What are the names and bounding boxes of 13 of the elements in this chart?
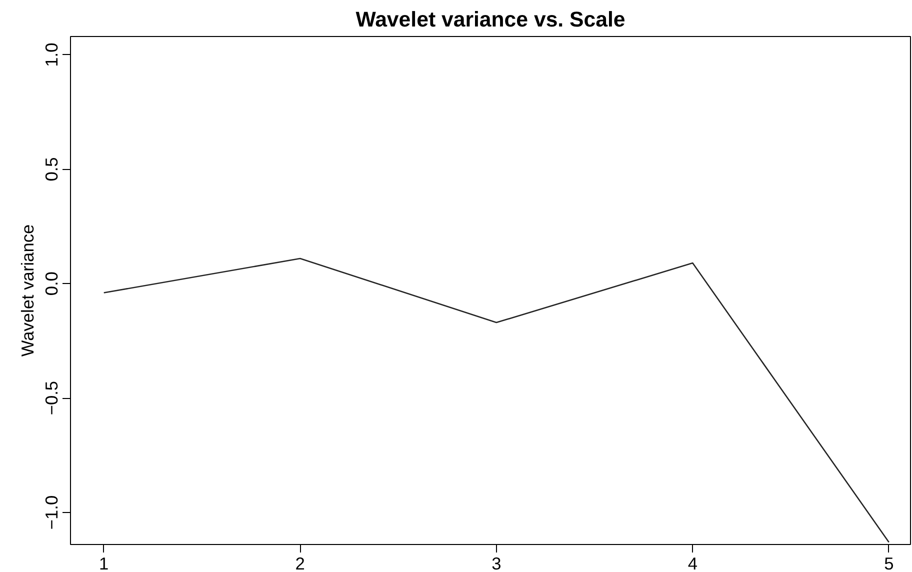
x-tick-label: 4 [688,554,698,572]
y-tick-label: −1.0 [42,495,62,530]
y-tick-label: 0.5 [42,157,62,182]
x-tick-label: 1 [99,554,109,572]
y-axis-title: Wavelet variance [18,224,38,357]
y-tick-label: 0.0 [42,272,62,296]
y-tick-label: −0.5 [42,380,62,416]
x-tick-label: 2 [295,554,305,572]
x-tick-label: 5 [884,554,894,572]
x-tick-label: 3 [492,554,502,572]
y-tick-label: 1.0 [42,42,62,67]
line-series [103,258,890,543]
chart-title: Wavelet variance vs. Scale [356,8,626,32]
